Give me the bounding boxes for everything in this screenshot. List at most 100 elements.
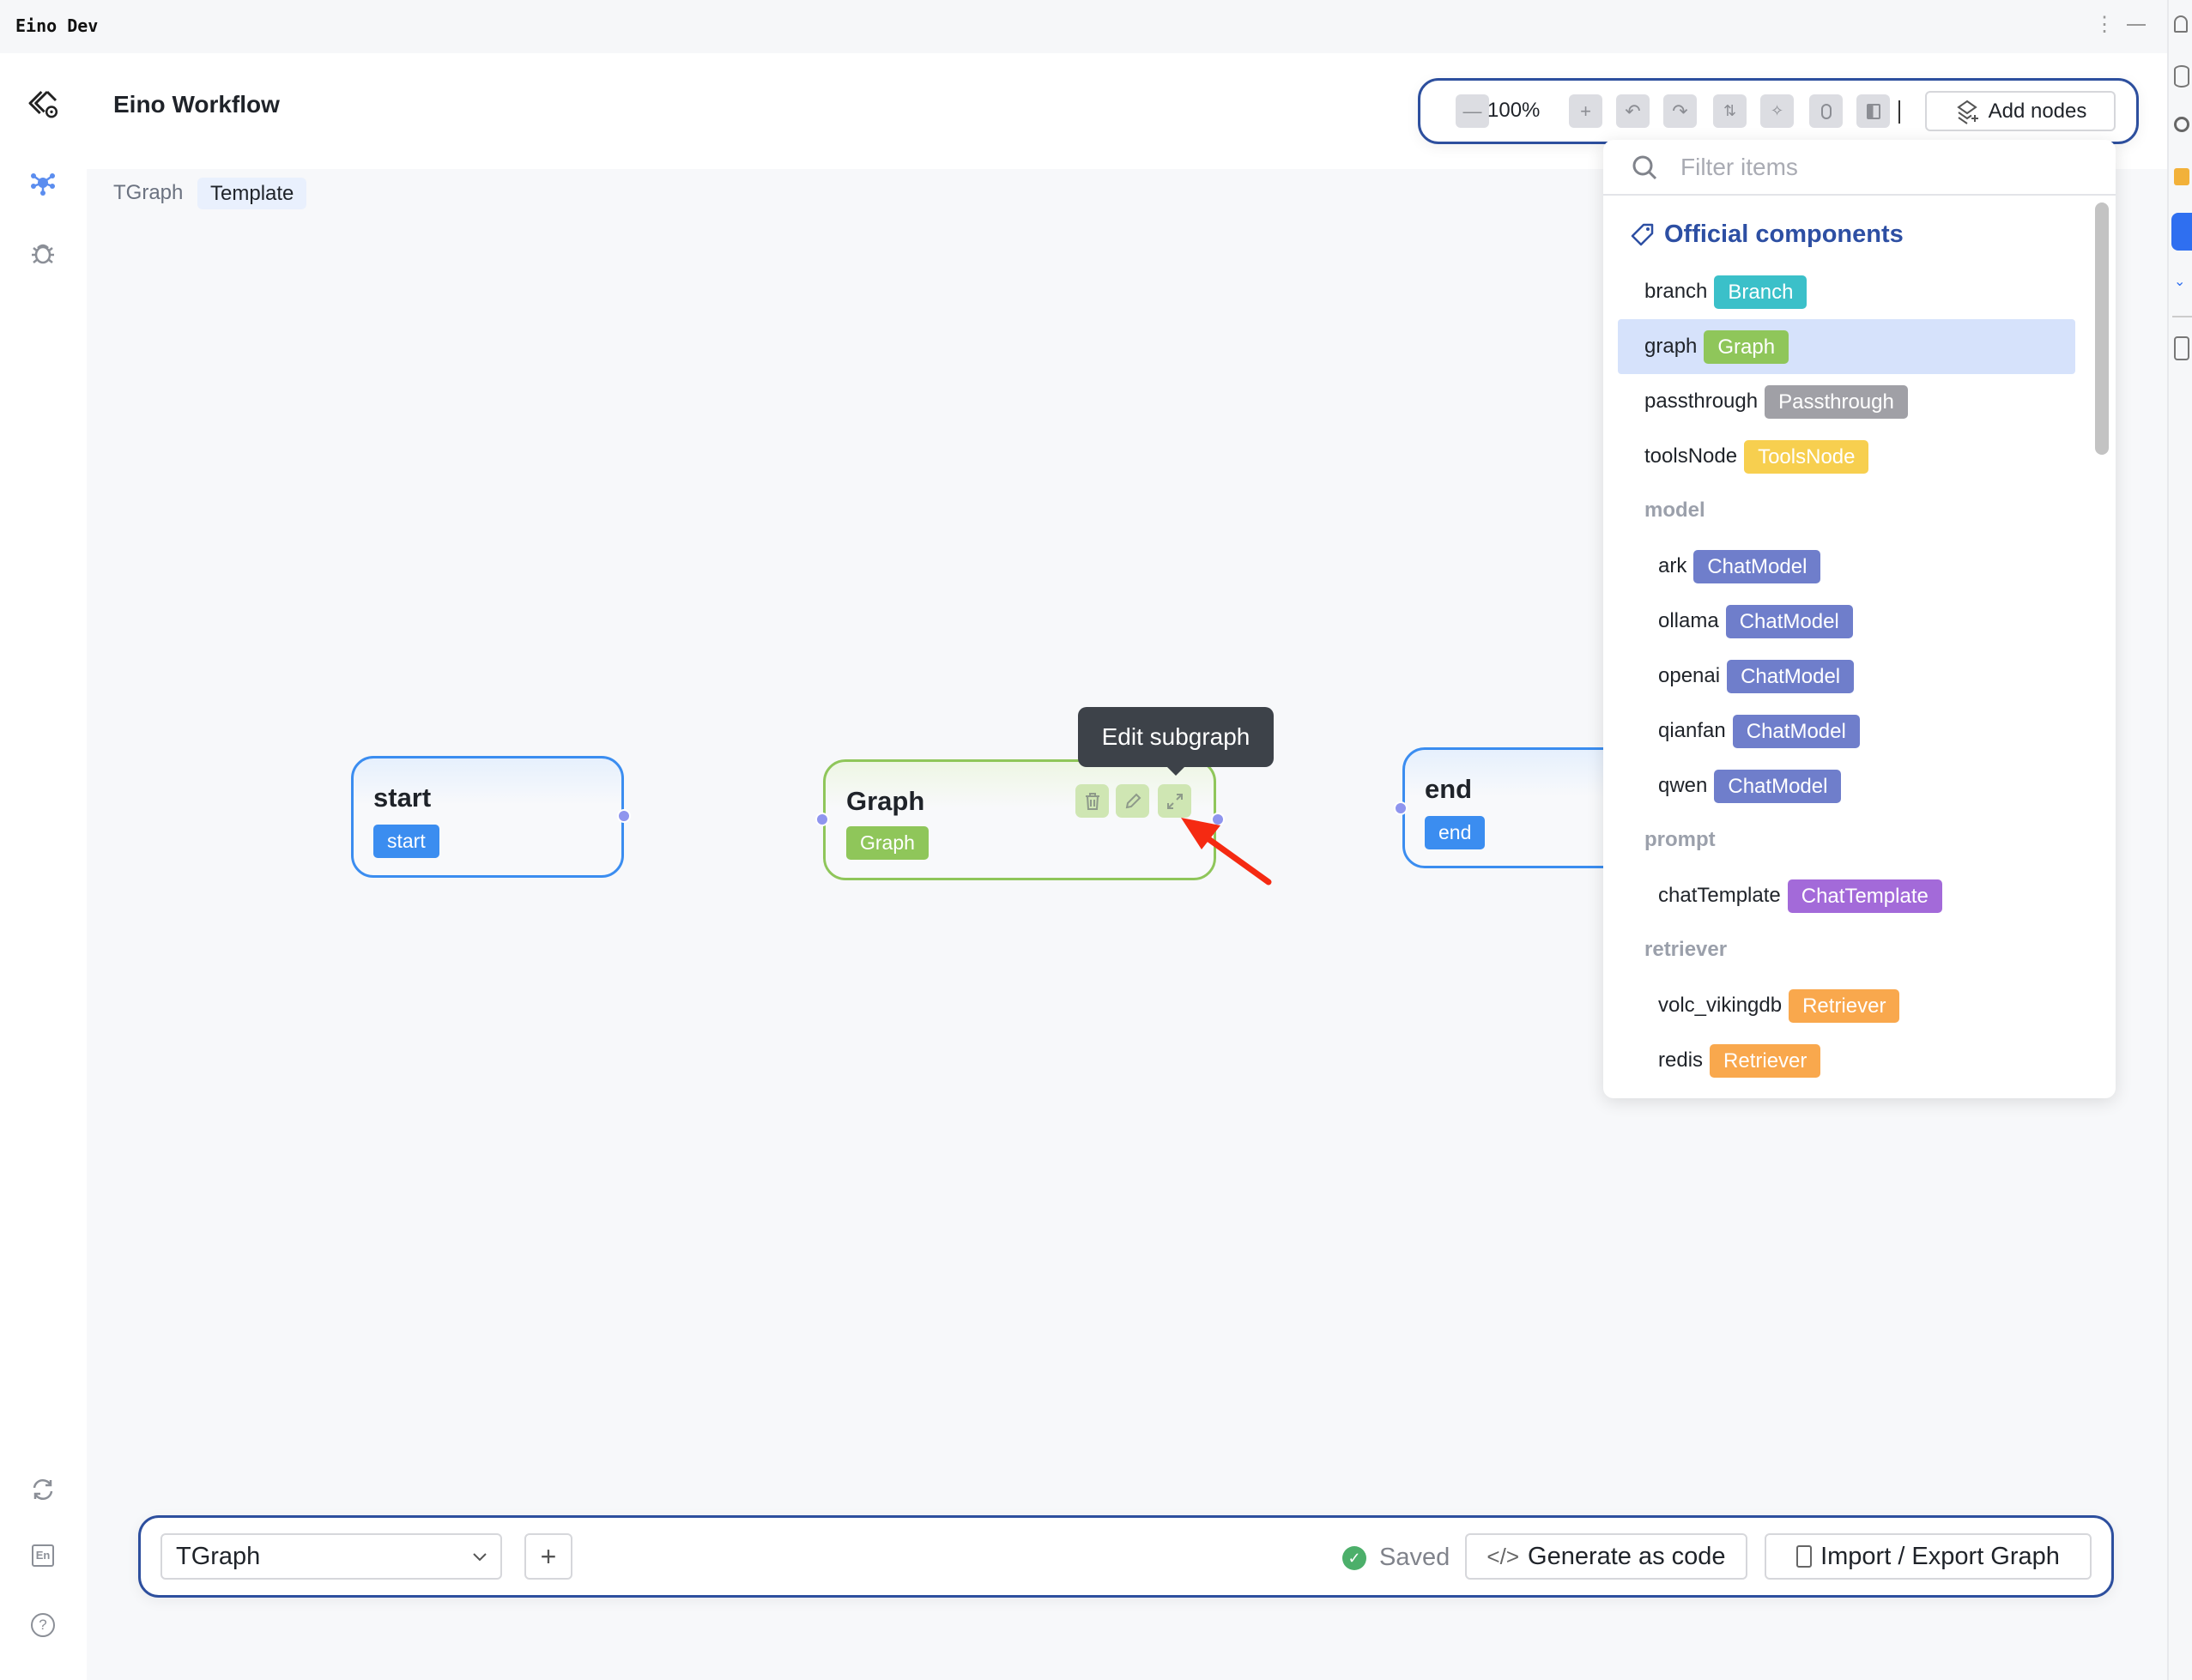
canvas-toolbar: — 100% + ↶ ↷ ⇅ ✧ Add nodes: [1418, 78, 2139, 144]
graph-select-value: TGraph: [176, 1542, 261, 1570]
breadcrumb-tgraph[interactable]: TGraph: [113, 181, 184, 204]
language-icon[interactable]: En: [26, 1538, 60, 1573]
undo-button[interactable]: ↶: [1616, 94, 1650, 128]
component-name: volc_vikingdb: [1658, 994, 1783, 1017]
graph-input-handle[interactable]: [815, 813, 829, 826]
expand-icon: [1166, 793, 1183, 809]
add-nodes-button[interactable]: Add nodes: [1925, 91, 2116, 131]
filter-input[interactable]: [1680, 152, 2092, 183]
component-item-qianfan[interactable]: qianfan ChatModel: [1618, 704, 2075, 758]
component-item-ark[interactable]: ark ChatModel: [1618, 539, 2075, 594]
bell-icon[interactable]: [2174, 15, 2188, 33]
auto-layout-icon[interactable]: ⇅: [1713, 94, 1747, 128]
breadcrumb-template[interactable]: Template: [197, 178, 307, 209]
end-input-handle[interactable]: [1394, 801, 1408, 815]
filter-bar: [1603, 140, 2116, 196]
node-title: end: [1425, 774, 1473, 804]
component-type-tag: ChatModel: [1727, 659, 1855, 693]
import-export-label: Import / Export Graph: [1820, 1542, 2060, 1570]
component-name: qwen: [1658, 774, 1708, 797]
section-official-components: Official components: [1630, 221, 1904, 249]
component-type-tag: ChatModel: [1714, 769, 1842, 803]
tag-icon: [1631, 223, 1654, 245]
app-title: Eino Dev: [15, 15, 99, 36]
toolbar-divider: [1898, 100, 1900, 124]
node-title: start: [373, 783, 432, 813]
chevron-down-icon: [473, 1553, 487, 1562]
start-output-handle[interactable]: [617, 809, 631, 823]
component-item-toolsNode[interactable]: toolsNode ToolsNode: [1618, 429, 2075, 484]
tooltip-arrow: [1166, 765, 1186, 776]
section-title: Official components: [1664, 221, 1904, 248]
component-item-graph[interactable]: graph Graph: [1618, 319, 2075, 374]
zoom-out-button[interactable]: —: [1456, 94, 1489, 128]
node-type-tag: start: [373, 825, 439, 858]
node-type-tag: Graph: [846, 826, 929, 860]
component-name: qianfan: [1658, 719, 1726, 742]
component-type-tag: Retriever: [1789, 988, 1900, 1023]
component-name: ark: [1658, 554, 1687, 577]
component-name: branch: [1644, 280, 1708, 303]
add-graph-button[interactable]: +: [524, 1533, 572, 1580]
generate-code-label: Generate as code: [1528, 1542, 1726, 1570]
component-item-branch[interactable]: branch Branch: [1618, 264, 2075, 319]
extension-icon[interactable]: [2174, 117, 2189, 132]
app-icon[interactable]: [2174, 168, 2189, 185]
graph-select[interactable]: TGraph: [160, 1533, 502, 1580]
search-icon: [1632, 155, 1657, 180]
component-type-tag: ChatModel: [1693, 549, 1821, 583]
generate-code-button[interactable]: </> Generate as code: [1465, 1533, 1747, 1580]
database-icon[interactable]: [2174, 65, 2189, 88]
right-dock: ⌄: [2167, 0, 2192, 1680]
magic-wand-icon[interactable]: ✧: [1760, 94, 1794, 128]
component-item-volc_vikingdb[interactable]: volc_vikingdb Retriever: [1618, 978, 2075, 1033]
component-type-tag: ChatTemplate: [1787, 879, 1942, 913]
more-icon[interactable]: ⋮: [2094, 13, 2115, 36]
node-start[interactable]: start start: [351, 756, 624, 878]
app-icon-active[interactable]: [2171, 213, 2192, 251]
title-bar: Eino Dev ⋮: [0, 0, 2192, 53]
minimap-icon[interactable]: [1856, 94, 1890, 128]
import-export-button[interactable]: Import / Export Graph: [1765, 1533, 2092, 1580]
document-icon[interactable]: [2174, 336, 2189, 360]
redo-button[interactable]: ↷: [1663, 94, 1697, 128]
component-name: toolsNode: [1644, 444, 1738, 468]
component-type-tag: ToolsNode: [1744, 439, 1869, 474]
trash-icon: [1085, 792, 1099, 810]
file-icon: [1796, 1545, 1813, 1568]
group-label-model: model: [1644, 499, 1705, 522]
node-graph[interactable]: Graph Graph: [823, 759, 1216, 880]
component-item-qwen[interactable]: qwen ChatModel: [1618, 758, 2075, 813]
component-item-chatTemplate[interactable]: chatTemplate ChatTemplate: [1618, 868, 2075, 923]
component-type-tag: Branch: [1714, 275, 1807, 309]
component-name: redis: [1658, 1048, 1704, 1072]
bottom-bar: TGraph + ✓ Saved </> Generate as code Im…: [138, 1515, 2114, 1598]
minimize-button[interactable]: [2127, 24, 2146, 26]
component-type-tag: ChatModel: [1732, 714, 1860, 748]
mouse-mode-icon[interactable]: [1809, 94, 1843, 128]
logo-icon: [26, 88, 60, 122]
edit-subgraph-button[interactable]: [1158, 784, 1191, 818]
zoom-in-button[interactable]: +: [1569, 94, 1602, 128]
panel-scrollbar[interactable]: [2095, 202, 2109, 455]
workflow-icon[interactable]: [26, 166, 60, 200]
sidebar: En ?: [0, 53, 87, 1680]
component-name: openai: [1658, 664, 1721, 687]
debug-bug-icon[interactable]: [26, 236, 60, 270]
sync-icon[interactable]: [26, 1472, 60, 1507]
zoom-level: 100%: [1487, 99, 1541, 122]
chevron-down-icon[interactable]: ⌄: [2174, 275, 2186, 289]
check-circle-icon: ✓: [1342, 1546, 1366, 1570]
delete-node-button[interactable]: [1075, 784, 1109, 818]
component-item-redis[interactable]: redis Retriever: [1618, 1033, 2075, 1088]
component-item-openai[interactable]: openai ChatModel: [1618, 649, 2075, 704]
component-item-ollama[interactable]: ollama ChatModel: [1618, 594, 2075, 649]
node-title: Graph: [846, 786, 925, 816]
help-icon[interactable]: ?: [26, 1608, 60, 1642]
add-nodes-panel: Official components branch Branch graph Gra…: [1603, 140, 2116, 1098]
pencil-icon: [1125, 793, 1141, 808]
node-type-tag: end: [1425, 816, 1486, 849]
edit-node-button[interactable]: [1116, 784, 1149, 818]
component-type-tag: ChatModel: [1725, 604, 1853, 638]
component-item-passthrough[interactable]: passthrough Passthrough: [1618, 374, 2075, 429]
